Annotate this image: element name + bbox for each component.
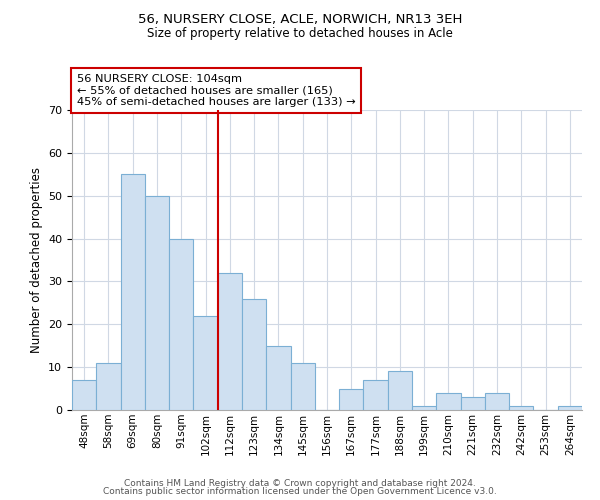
Bar: [218, 273, 242, 410]
Bar: [436, 393, 461, 410]
Bar: [412, 406, 436, 410]
Bar: [193, 316, 218, 410]
Bar: [485, 393, 509, 410]
Bar: [558, 406, 582, 410]
Bar: [339, 388, 364, 410]
Text: 56 NURSERY CLOSE: 104sqm
← 55% of detached houses are smaller (165)
45% of semi-: 56 NURSERY CLOSE: 104sqm ← 55% of detach…: [77, 74, 356, 107]
Bar: [169, 238, 193, 410]
Text: Contains public sector information licensed under the Open Government Licence v3: Contains public sector information licen…: [103, 487, 497, 496]
Text: Contains HM Land Registry data © Crown copyright and database right 2024.: Contains HM Land Registry data © Crown c…: [124, 478, 476, 488]
Bar: [96, 363, 121, 410]
Bar: [509, 406, 533, 410]
Text: Size of property relative to detached houses in Acle: Size of property relative to detached ho…: [147, 28, 453, 40]
Text: 56, NURSERY CLOSE, ACLE, NORWICH, NR13 3EH: 56, NURSERY CLOSE, ACLE, NORWICH, NR13 3…: [138, 12, 462, 26]
Bar: [461, 397, 485, 410]
Bar: [364, 380, 388, 410]
Bar: [72, 380, 96, 410]
Y-axis label: Number of detached properties: Number of detached properties: [29, 167, 43, 353]
Bar: [266, 346, 290, 410]
Bar: [145, 196, 169, 410]
Bar: [290, 363, 315, 410]
Bar: [388, 372, 412, 410]
Bar: [242, 298, 266, 410]
Bar: [121, 174, 145, 410]
